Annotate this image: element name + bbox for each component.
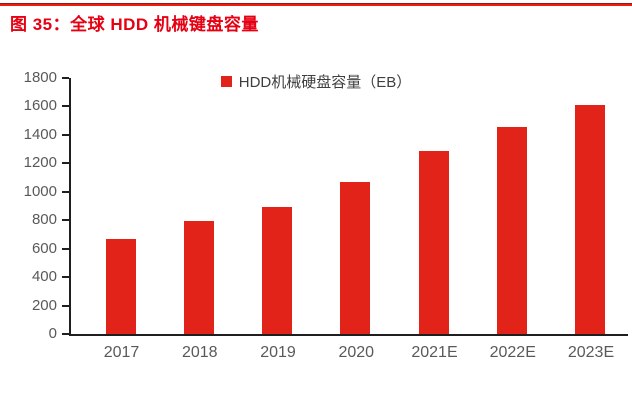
x-tick-label: 2017 (103, 344, 140, 361)
x-tick-label: 2022E (489, 344, 536, 361)
legend-marker-icon (220, 76, 232, 87)
y-tick-label: 1800 (23, 69, 57, 86)
bar-2018 (183, 220, 214, 334)
y-tick-label: 200 (31, 296, 57, 314)
bar-2023E (575, 105, 605, 334)
x-tick-label: 2021E (411, 344, 458, 361)
y-tick-label: 1600 (23, 97, 57, 115)
y-tick-label: 800 (31, 211, 57, 229)
y-tick-label: 1400 (23, 125, 57, 143)
x-tick-label: 2020 (338, 344, 375, 361)
y-tick-mark (62, 133, 69, 136)
y-tick-label: 600 (31, 239, 57, 257)
y-tick-mark (62, 105, 69, 108)
y-tick-mark (62, 276, 69, 279)
y-tick-mark (62, 162, 69, 165)
bar-2020 (340, 181, 371, 334)
x-tick-label: 2019 (260, 344, 296, 361)
figure-title: 图 35：全球 HDD 机械键盘容量 (10, 15, 259, 34)
chart-legend: HDD机械硬盘容量（EB） (0, 71, 632, 92)
y-tick-mark (62, 77, 69, 79)
x-tick-label: 2023E (567, 344, 615, 361)
y-tick-mark (62, 333, 69, 335)
top-rule (0, 3, 632, 6)
y-tick-label: 1000 (23, 182, 57, 200)
bar-2021E (418, 151, 449, 334)
x-tick-label: 2018 (181, 344, 218, 361)
plot-area (62, 77, 628, 336)
x-axis-labels: 2017 2018 2019 2020 2021E 2022E 2023E (71, 343, 628, 365)
y-tick-label: 0 (48, 325, 57, 342)
y-tick-label: 1200 (23, 154, 57, 172)
bar-2017 (105, 239, 136, 334)
y-tick-mark (62, 190, 69, 193)
y-tick-label: 400 (31, 268, 57, 286)
y-tick-mark (62, 247, 69, 250)
y-tick-mark (62, 304, 69, 307)
bar-2022E (496, 127, 527, 334)
bar-2019 (262, 206, 292, 334)
legend-label: HDD机械硬盘容量（EB） (238, 74, 412, 91)
y-axis-labels: 0 200 400 600 800 1000 1200 1400 1600 1800 (0, 69, 57, 342)
y-tick-mark (62, 219, 69, 222)
